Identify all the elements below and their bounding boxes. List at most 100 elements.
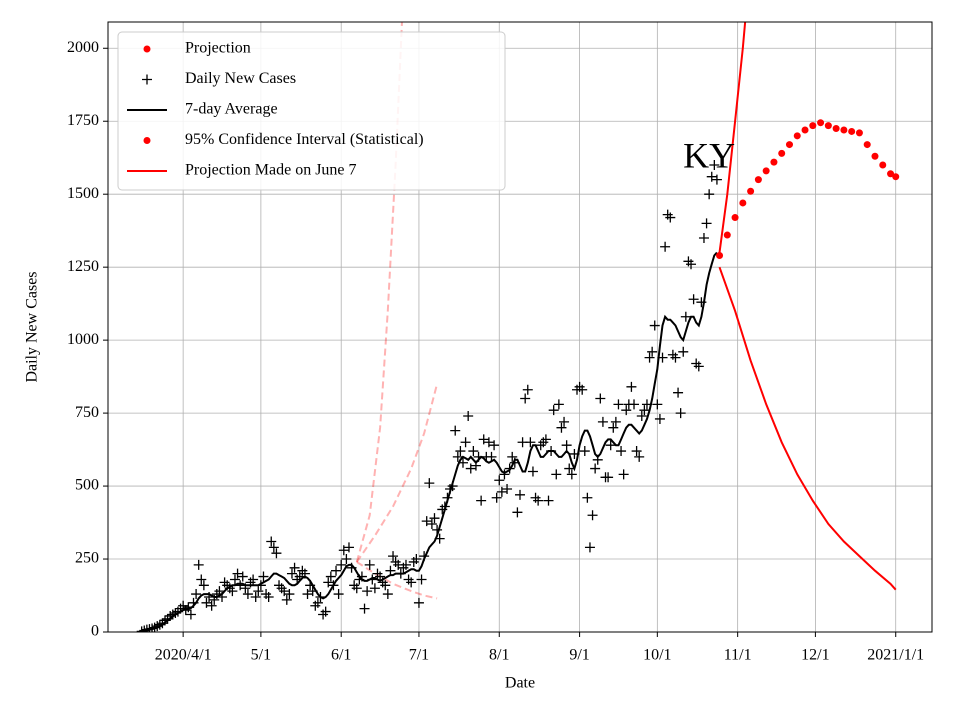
- y-tick-label: 1500: [67, 185, 99, 202]
- plus-marker: [670, 352, 681, 363]
- plus-marker: [592, 454, 603, 465]
- plus-marker: [281, 594, 292, 605]
- plus-marker: [232, 568, 243, 579]
- plus-marker: [569, 448, 580, 459]
- x-tick-label: 7/1: [409, 647, 429, 664]
- plus-marker: [584, 542, 595, 553]
- plus-marker: [457, 457, 468, 468]
- plus-marker: [590, 463, 601, 474]
- plus-marker: [447, 481, 458, 492]
- plus-marker: [665, 212, 676, 223]
- plus-marker: [268, 542, 279, 553]
- projection-dot: [863, 141, 871, 149]
- plus-marker: [476, 495, 487, 506]
- plus-marker: [333, 589, 344, 600]
- plus-marker: [686, 259, 697, 270]
- plus-marker: [636, 411, 647, 422]
- plus-marker: [198, 580, 209, 591]
- plus-marker: [258, 571, 269, 582]
- plus-marker: [647, 346, 658, 357]
- plus-marker: [587, 510, 598, 521]
- plus-marker: [429, 513, 440, 524]
- plus-marker: [564, 463, 575, 474]
- legend-marker: [143, 137, 151, 144]
- plus-marker: [577, 384, 588, 395]
- plus-marker: [206, 600, 217, 611]
- plus-marker: [185, 609, 196, 620]
- plus-marker: [706, 171, 717, 182]
- plus-marker: [613, 399, 624, 410]
- plus-marker: [248, 574, 259, 585]
- x-tick-label: 10/1: [643, 647, 671, 664]
- y-tick-label: 1750: [67, 112, 99, 129]
- y-tick-label: 250: [75, 550, 99, 567]
- plus-marker: [629, 399, 640, 410]
- y-tick-label: 1000: [67, 331, 99, 348]
- plus-marker: [546, 446, 557, 457]
- plus-marker: [388, 551, 399, 562]
- x-tick-label: 2020/4/1: [155, 647, 212, 664]
- plus-marker: [346, 562, 357, 573]
- plus-marker: [263, 591, 274, 602]
- legend-label: 7-day Average: [185, 101, 278, 118]
- plus-marker: [266, 536, 277, 547]
- plus-marker: [652, 399, 663, 410]
- plus-marker: [504, 463, 515, 474]
- plus-marker: [323, 577, 334, 588]
- projection-dot: [840, 126, 848, 134]
- annotation: KY: [683, 135, 735, 175]
- plus-marker: [188, 597, 199, 608]
- plus-marker: [214, 586, 225, 597]
- plus-marker: [209, 594, 220, 605]
- plus-marker: [289, 562, 300, 573]
- plus-marker: [483, 437, 494, 448]
- plus-marker: [201, 597, 212, 608]
- plus-marker: [654, 413, 665, 424]
- plus-marker: [170, 608, 181, 619]
- plus-marker: [597, 416, 608, 427]
- projection-dot: [793, 132, 801, 140]
- plus-marker: [525, 437, 536, 448]
- interval-line: [718, 22, 747, 253]
- plus-marker: [325, 571, 336, 582]
- projection-dot: [747, 187, 755, 195]
- x-tick-label: 8/1: [489, 647, 509, 664]
- plus-marker: [693, 361, 704, 372]
- plus-marker: [250, 591, 261, 602]
- plot-frame: [107, 21, 933, 633]
- plus-marker: [520, 393, 531, 404]
- plus-marker: [616, 446, 627, 457]
- plus-marker: [426, 519, 437, 530]
- plus-marker: [711, 174, 722, 185]
- x-tick-label: 9/1: [569, 647, 589, 664]
- plus-marker: [338, 545, 349, 556]
- projection-dot: [754, 176, 762, 184]
- plus-marker: [680, 311, 691, 322]
- plus-marker: [229, 574, 240, 585]
- y-tick-label: 500: [75, 477, 99, 494]
- plus-marker: [424, 478, 435, 489]
- plus-marker: [432, 524, 443, 535]
- plus-marker: [709, 160, 720, 171]
- plus-marker: [152, 621, 163, 632]
- plus-marker: [421, 516, 432, 527]
- plus-marker: [237, 571, 248, 582]
- plus-marker: [341, 554, 352, 565]
- plus-marker: [227, 586, 238, 597]
- plus-marker: [255, 580, 266, 591]
- interval-line: [356, 561, 438, 600]
- plus-marker: [486, 451, 497, 462]
- plus-marker: [688, 294, 699, 305]
- plus-marker: [603, 472, 614, 483]
- plus-marker: [696, 297, 707, 308]
- plus-marker: [279, 586, 290, 597]
- plus-marker: [673, 387, 684, 398]
- projection-dot: [778, 149, 786, 157]
- plus-marker: [582, 492, 593, 503]
- plus-marker: [559, 416, 570, 427]
- plus-marker: [631, 446, 642, 457]
- plus-marker: [183, 602, 194, 613]
- plus-marker: [413, 597, 424, 608]
- plus-marker: [307, 586, 318, 597]
- plus-marker: [320, 606, 331, 617]
